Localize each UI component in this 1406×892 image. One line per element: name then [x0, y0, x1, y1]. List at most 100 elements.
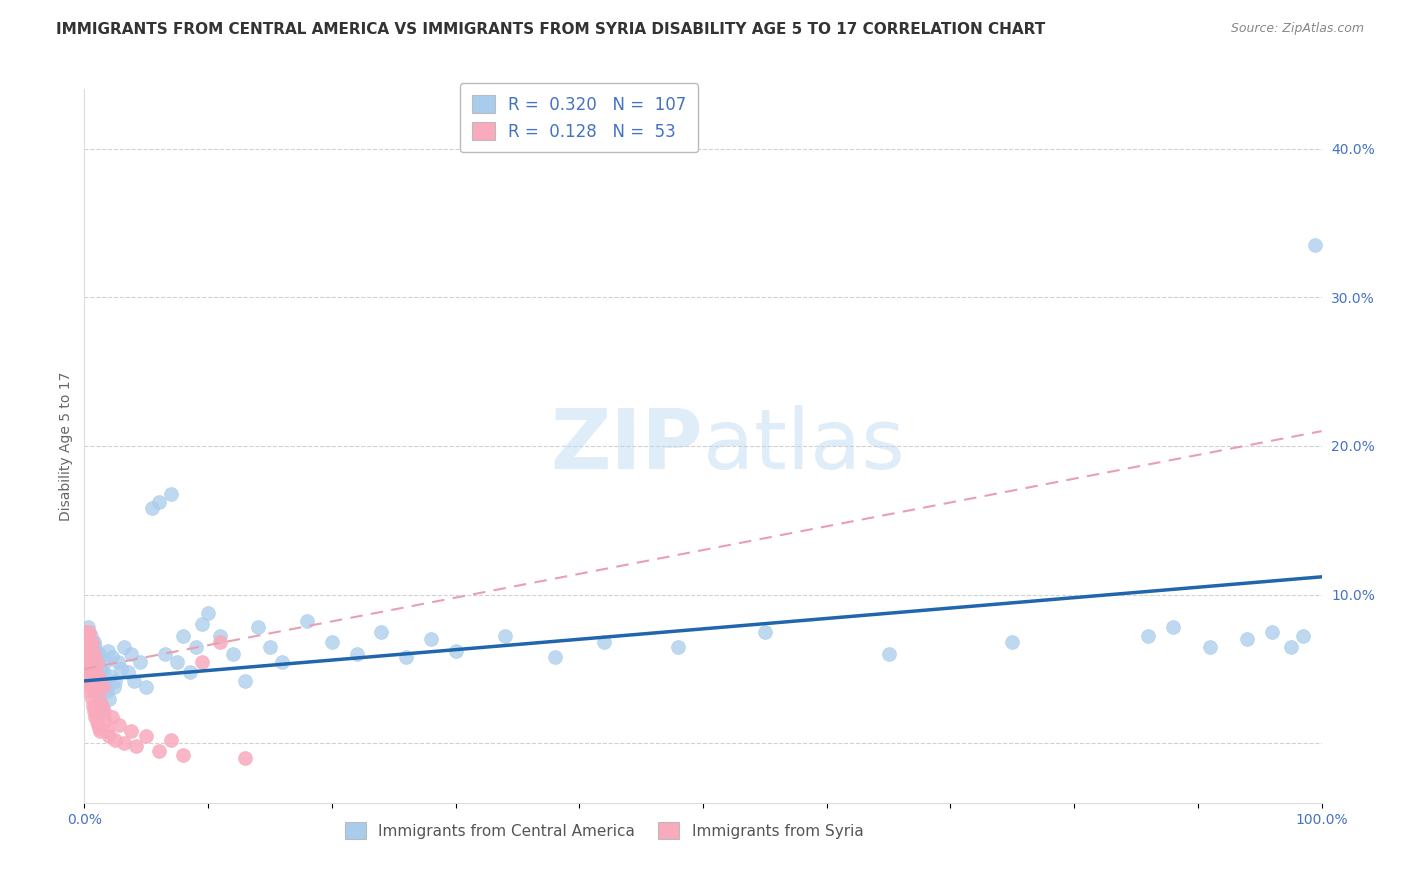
Point [79, 640, 101, 654]
Point [79, 680, 101, 694]
Point [104, 673, 127, 688]
Point [89, 691, 111, 706]
Point [120, 647, 142, 661]
Point [98, 669, 121, 683]
Point [80, 647, 103, 661]
Point [87, 669, 110, 683]
Point [83, 673, 105, 688]
Point [79, 650, 101, 665]
Point [1199, 640, 1222, 654]
Point [86, 680, 108, 694]
Point [79, 665, 101, 679]
Point [79, 624, 101, 639]
Point [77, 632, 100, 647]
Point [877, 647, 900, 661]
Point [172, 629, 194, 643]
Point [96, 684, 118, 698]
Point [191, 655, 214, 669]
Point [1292, 629, 1315, 643]
Point [141, 501, 163, 516]
Point [75, 650, 97, 665]
Point [395, 650, 418, 665]
Point [112, 640, 135, 654]
Point [80, 665, 103, 679]
Point [86, 714, 108, 728]
Point [1261, 624, 1284, 639]
Point [98, 729, 121, 743]
Point [90, 699, 112, 714]
Point [419, 632, 441, 647]
Point [107, 655, 129, 669]
Point [125, 739, 148, 754]
Point [148, 495, 170, 509]
Point [222, 647, 245, 661]
Point [209, 635, 232, 649]
Point [1236, 632, 1258, 647]
Point [82, 662, 104, 676]
Point [295, 615, 318, 629]
Point [135, 680, 157, 694]
Point [76, 665, 98, 679]
Point [83, 655, 105, 669]
Point [93, 704, 115, 718]
Point [82, 650, 104, 665]
Point [197, 606, 219, 620]
Point [120, 724, 142, 739]
Point [86, 684, 108, 698]
Point [82, 673, 104, 688]
Point [87, 689, 110, 703]
Point [271, 655, 294, 669]
Point [75, 624, 97, 639]
Point [94, 655, 117, 669]
Point [79, 644, 101, 658]
Point [77, 655, 100, 669]
Point [103, 680, 125, 694]
Point [83, 635, 105, 649]
Point [117, 665, 139, 679]
Point [77, 673, 100, 688]
Point [91, 704, 114, 718]
Y-axis label: Disability Age 5 to 17: Disability Age 5 to 17 [59, 371, 73, 521]
Point [153, 647, 176, 661]
Point [79, 665, 101, 679]
Point [112, 736, 135, 750]
Point [82, 699, 104, 714]
Point [82, 650, 104, 665]
Point [89, 669, 111, 683]
Point [1279, 640, 1302, 654]
Point [104, 733, 127, 747]
Point [79, 632, 101, 647]
Point [259, 640, 281, 654]
Point [86, 655, 108, 669]
Point [89, 724, 111, 739]
Point [75, 624, 97, 639]
Point [82, 669, 104, 683]
Point [209, 629, 232, 643]
Point [191, 617, 214, 632]
Point [76, 640, 98, 654]
Point [80, 691, 103, 706]
Point [321, 635, 343, 649]
Point [444, 644, 467, 658]
Point [129, 655, 152, 669]
Point [76, 684, 98, 698]
Point [100, 709, 122, 723]
Point [110, 662, 132, 676]
Point [370, 624, 392, 639]
Point [79, 640, 101, 654]
Point [148, 744, 170, 758]
Point [98, 691, 121, 706]
Point [79, 655, 101, 669]
Point [84, 662, 107, 676]
Point [84, 709, 107, 723]
Point [80, 669, 103, 683]
Point [233, 751, 256, 765]
Point [80, 655, 103, 669]
Point [76, 650, 98, 665]
Point [83, 665, 105, 679]
Text: atlas: atlas [703, 406, 904, 486]
Point [83, 677, 105, 691]
Point [83, 704, 105, 718]
Point [86, 665, 108, 679]
Text: ZIP: ZIP [551, 406, 703, 486]
